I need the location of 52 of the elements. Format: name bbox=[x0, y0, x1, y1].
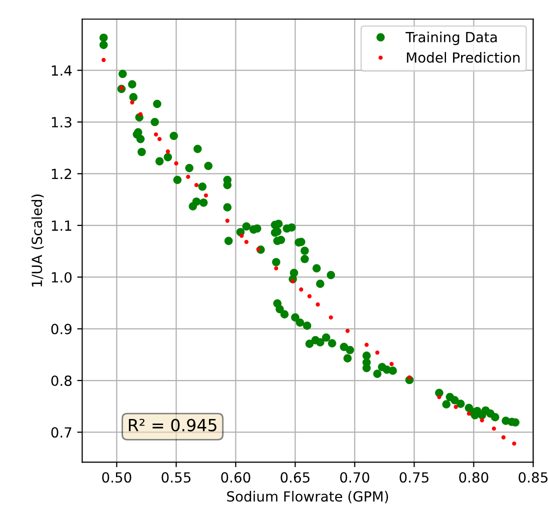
point bbox=[102, 58, 106, 62]
legend-label: Model Prediction bbox=[406, 52, 520, 63]
y-tick-label: 0.8 bbox=[51, 375, 72, 386]
y-tick-label: 1.1 bbox=[52, 220, 72, 231]
x-tick-label: 0.75 bbox=[400, 472, 428, 483]
point bbox=[204, 193, 208, 198]
point bbox=[437, 394, 442, 400]
point bbox=[166, 149, 170, 154]
legend-label: Training Data bbox=[406, 32, 497, 46]
x-tick-label: 0.55 bbox=[162, 472, 190, 483]
point bbox=[299, 287, 304, 292]
point bbox=[307, 294, 312, 298]
point bbox=[157, 136, 162, 142]
point bbox=[186, 174, 190, 179]
y-tick-label: 0.7 bbox=[51, 427, 72, 438]
x-tick-label: 0.65 bbox=[280, 472, 310, 483]
point bbox=[345, 328, 350, 333]
point bbox=[466, 412, 472, 416]
point bbox=[316, 302, 320, 307]
point bbox=[454, 404, 458, 409]
y-tick-label: 1.3 bbox=[52, 116, 72, 128]
point bbox=[407, 375, 412, 380]
y-tick-label: 1.2 bbox=[52, 168, 72, 179]
point bbox=[375, 350, 380, 355]
point bbox=[512, 442, 516, 446]
point bbox=[501, 435, 506, 440]
annotation: R² = 0.945 bbox=[128, 418, 216, 432]
x-tick-label: 0.60 bbox=[221, 472, 250, 483]
point bbox=[256, 247, 260, 252]
x-axis-title: Sodium Flowrate (GPM) bbox=[227, 490, 388, 504]
x-tick-label: 0.80 bbox=[459, 472, 488, 483]
point bbox=[130, 100, 134, 104]
y-axis-title: 1/UA (Scaled) bbox=[31, 194, 44, 286]
point bbox=[480, 418, 484, 422]
y-tick-label: 1.4 bbox=[52, 65, 72, 76]
point bbox=[174, 161, 178, 166]
point bbox=[194, 183, 199, 188]
y-tick-label: 1.0 bbox=[52, 272, 72, 283]
point bbox=[390, 362, 394, 366]
point bbox=[274, 266, 278, 270]
point bbox=[492, 426, 496, 431]
x-tick-label: 0.70 bbox=[340, 472, 370, 483]
x-tick-label: 0.50 bbox=[102, 472, 132, 483]
point bbox=[225, 218, 230, 223]
x-tick-label: 0.85 bbox=[518, 472, 548, 483]
point bbox=[240, 234, 244, 238]
point bbox=[244, 240, 248, 244]
point bbox=[364, 342, 369, 347]
y-tick-label: 0.9 bbox=[51, 324, 72, 334]
point bbox=[328, 315, 333, 320]
point bbox=[138, 112, 143, 116]
point bbox=[154, 132, 158, 137]
